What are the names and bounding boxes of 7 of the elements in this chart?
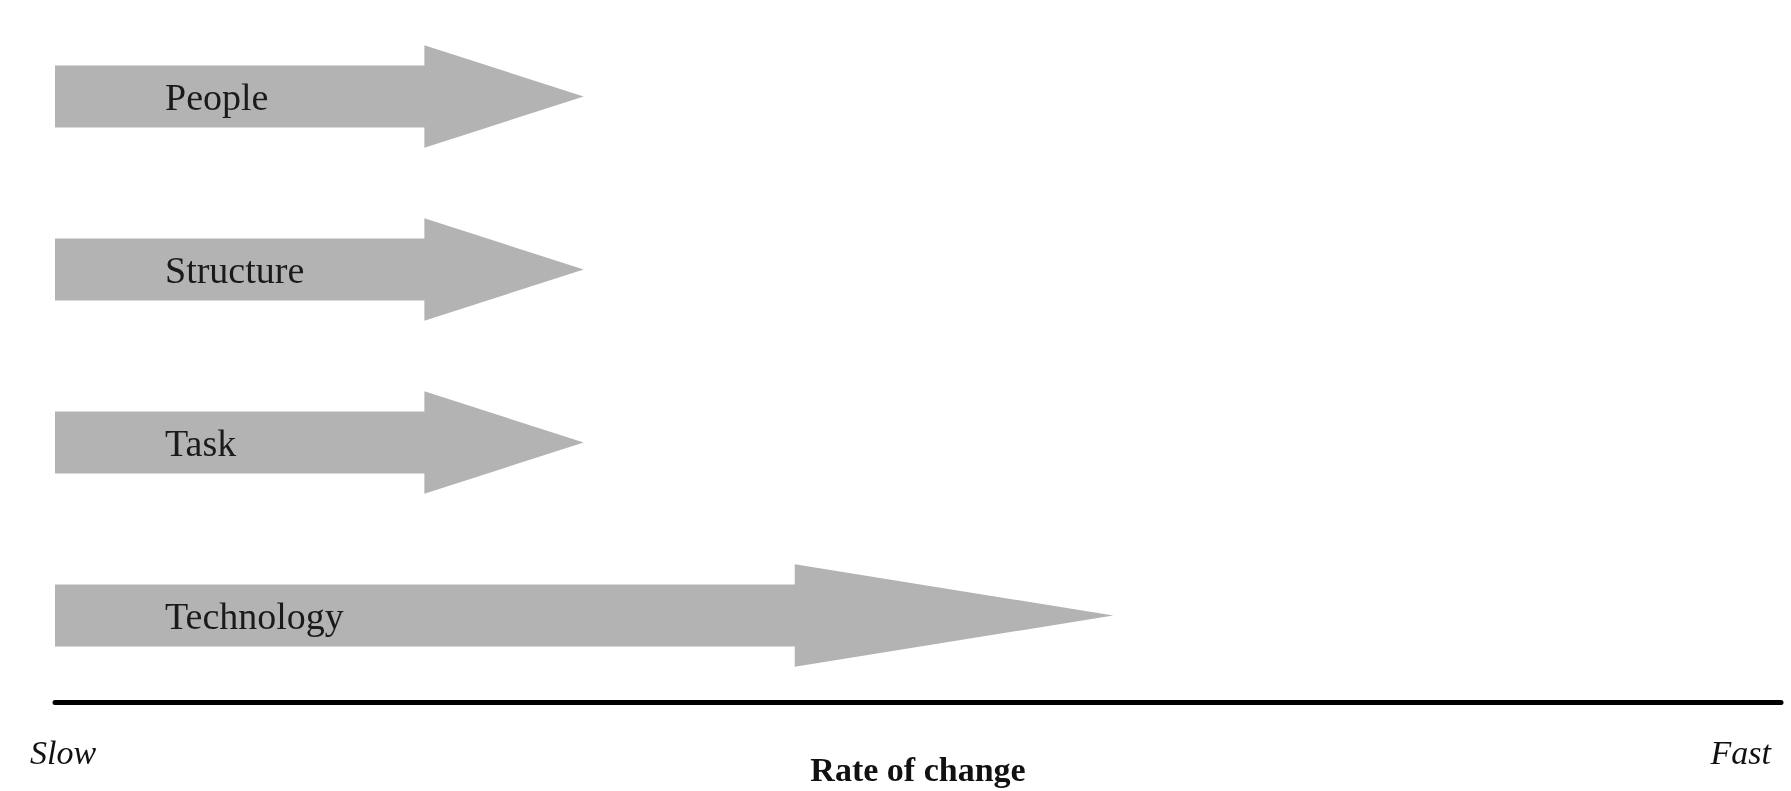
text: Fast [1709, 733, 1773, 771]
y-tick-label: Technology [165, 594, 344, 637]
y-tick-label: Structure [165, 248, 305, 291]
y-tick-label: Task [165, 421, 237, 464]
y-tick-label: People [165, 75, 269, 118]
x-axis-title: Rate of change [810, 750, 1026, 788]
text: Slow [30, 733, 97, 771]
